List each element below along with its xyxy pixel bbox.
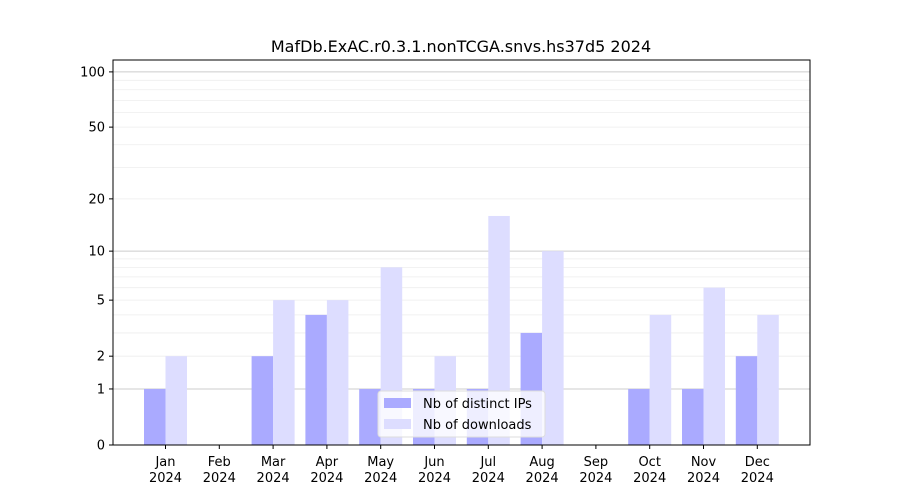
bar-downloads bbox=[757, 314, 779, 445]
x-tick-label: Jun bbox=[423, 455, 444, 470]
bar-downloads bbox=[326, 300, 349, 445]
bar-distinct-ips bbox=[359, 388, 381, 445]
x-tick-label: 2024 bbox=[364, 471, 397, 486]
x-tick-label: Jul bbox=[479, 455, 496, 470]
x-tick-label: 2024 bbox=[526, 471, 559, 486]
x-tick-label: 2024 bbox=[472, 471, 505, 486]
bar-downloads bbox=[273, 300, 295, 445]
y-tick-label: 50 bbox=[88, 121, 105, 136]
x-tick-label: 2024 bbox=[741, 471, 774, 486]
x-tick-label: Oct bbox=[638, 455, 660, 470]
bar-distinct-ips bbox=[251, 356, 274, 445]
x-tick-label: Sep bbox=[584, 455, 609, 470]
bar-distinct-ips bbox=[735, 356, 758, 445]
x-tick-label: Aug bbox=[529, 455, 554, 470]
bar-distinct-ips bbox=[682, 388, 704, 445]
x-tick-label: Mar bbox=[261, 455, 286, 470]
y-tick-label: 100 bbox=[80, 65, 105, 80]
x-tick-label: Feb bbox=[208, 455, 231, 470]
bar-distinct-ips bbox=[144, 388, 166, 445]
plot-frame bbox=[112, 59, 811, 446]
x-tick-label: 2024 bbox=[257, 471, 290, 486]
legend-swatch bbox=[384, 398, 411, 408]
legend-box bbox=[377, 390, 546, 438]
x-tick-label: 2024 bbox=[310, 471, 343, 486]
bar-downloads bbox=[649, 314, 672, 445]
bar-distinct-ips bbox=[305, 314, 327, 445]
legend-label: Nb of distinct IPs bbox=[423, 397, 532, 412]
bar-downloads bbox=[488, 215, 510, 445]
x-tick-label: Dec bbox=[745, 455, 770, 470]
bar-downloads bbox=[165, 356, 187, 445]
x-tick-label: Nov bbox=[691, 455, 717, 470]
x-tick-label: 2024 bbox=[203, 471, 236, 486]
legend-swatch bbox=[384, 419, 411, 429]
y-tick-label: 10 bbox=[88, 245, 105, 260]
x-tick-label: 2024 bbox=[687, 471, 720, 486]
legend-label: Nb of downloads bbox=[423, 418, 532, 433]
bar-distinct-ips bbox=[628, 388, 650, 445]
x-tick-label: 2024 bbox=[579, 471, 612, 486]
bar-downloads bbox=[703, 287, 725, 445]
y-tick-label: 5 bbox=[97, 294, 105, 309]
bar-downloads bbox=[542, 251, 564, 445]
x-tick-label: May bbox=[367, 455, 394, 470]
y-tick-label: 20 bbox=[88, 192, 105, 207]
x-tick-label: 2024 bbox=[418, 471, 451, 486]
x-tick-label: 2024 bbox=[633, 471, 666, 486]
y-tick-label: 2 bbox=[97, 350, 105, 365]
chart-title: MafDb.ExAC.r0.3.1.nonTCGA.snvs.hs37d5 20… bbox=[271, 37, 651, 56]
x-tick-label: Apr bbox=[316, 455, 339, 470]
y-tick-label: 0 bbox=[97, 439, 105, 454]
x-tick-label: Jan bbox=[154, 455, 175, 470]
x-tick-label: 2024 bbox=[149, 471, 182, 486]
y-tick-label: 1 bbox=[97, 382, 105, 397]
